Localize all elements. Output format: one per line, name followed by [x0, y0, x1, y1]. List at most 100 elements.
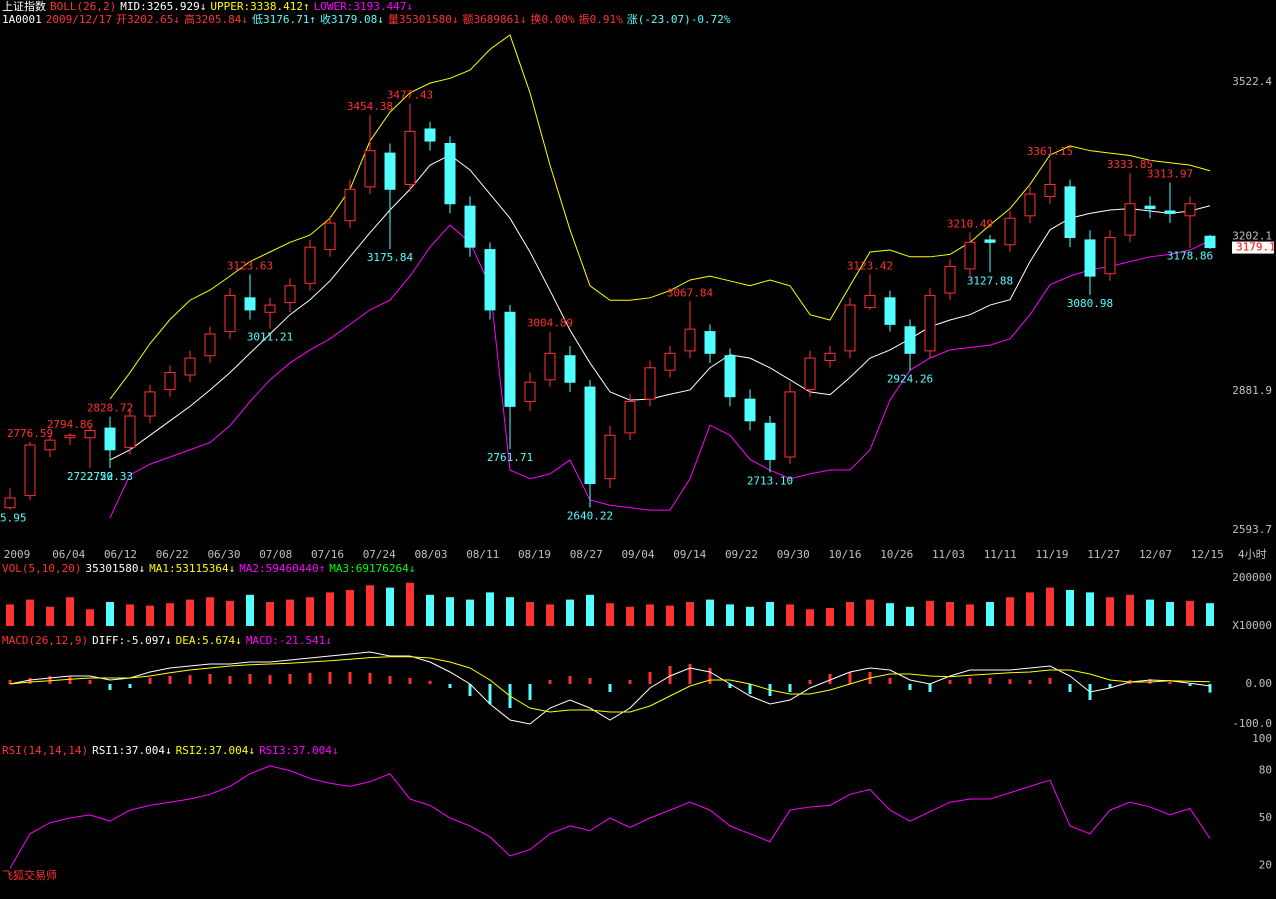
volume-bar: [466, 599, 474, 626]
candle-body: [1064, 186, 1076, 239]
volume-bar: [106, 602, 114, 626]
candle-body: [164, 372, 176, 390]
candle-body: [1204, 235, 1216, 249]
x-tick-label: 09/04: [621, 548, 654, 561]
extreme-label: 3454.38: [347, 100, 393, 113]
candle-body: [564, 355, 576, 383]
candle-body: [384, 152, 396, 190]
volume-bar: [826, 608, 834, 626]
x-tick-label: 09/30: [777, 548, 810, 561]
volume-bar: [166, 603, 174, 626]
extreme-label: 2722.33: [87, 470, 133, 483]
indicator-line: [9, 651, 1211, 725]
volume-bar: [486, 592, 494, 626]
volume-bar: [1026, 592, 1034, 626]
candle-body: [1124, 203, 1136, 236]
candle-body: [124, 415, 136, 448]
extreme-label: 3123.63: [227, 259, 273, 272]
volume-bar: [846, 602, 854, 626]
header-item: 35301580↓: [85, 562, 145, 575]
y-tick-label: 200000: [1232, 571, 1272, 584]
candle-body: [264, 304, 276, 313]
header-item: MA2:59460440↑: [239, 562, 325, 575]
x-tick-label: 10/16: [828, 548, 861, 561]
volume-bar: [506, 597, 514, 626]
indicator-header: RSI(14,14,14) RSI1:37.004↓ RSI2:37.004↓ RSI…: [2, 744, 339, 757]
volume-bar: [206, 597, 214, 626]
volume-bar: [86, 609, 94, 626]
candle-body: [284, 285, 296, 304]
volume-bar: [666, 605, 674, 626]
candle-body: [1004, 217, 1016, 246]
volume-bar: [626, 606, 634, 626]
header-item: 收3179.08↓: [320, 12, 384, 26]
extreme-label: 3011.21: [247, 331, 293, 344]
header-item: 高3205.84↓: [184, 12, 248, 26]
y-tick-label: 50: [1259, 811, 1272, 824]
candle-body: [64, 434, 76, 439]
volume-bar: [226, 600, 234, 626]
volume-bar: [146, 605, 154, 626]
candle-body: [844, 304, 856, 352]
candle-body: [84, 429, 96, 439]
volume-bar: [526, 602, 534, 626]
volume-bar: [66, 597, 74, 626]
volume-bar: [806, 609, 814, 626]
x-tick-label: 06/12: [104, 548, 137, 561]
header-item: 上证指数: [2, 0, 46, 13]
candle-body: [524, 381, 536, 403]
extreme-label: 2924.26: [887, 373, 933, 386]
x-tick-label: 08/11: [466, 548, 499, 561]
extreme-label: 2713.10: [747, 474, 793, 487]
header-item: DIFF:-5.097↓: [92, 634, 171, 647]
volume-bar: [586, 594, 594, 626]
volume-bar: [566, 599, 574, 626]
candle-body: [504, 311, 516, 407]
period-label: 4小时: [1238, 548, 1267, 561]
candle-body: [584, 386, 596, 485]
indicator-header: 1A0001 2009/12/17 开3202.65↓ 高3205.84↓ 低3176.…: [2, 12, 731, 26]
candle-body: [304, 246, 316, 284]
indicator-line: [9, 765, 1211, 869]
y-tick-label: -100.0: [1232, 717, 1272, 730]
header-item: VOL(5,10,20): [2, 562, 81, 575]
volume-bar: [1146, 599, 1154, 626]
x-tick-label: 12/15: [1191, 548, 1224, 561]
candle-body: [724, 355, 736, 398]
candle-body: [1084, 239, 1096, 277]
y-tick-label: 3202.1: [1232, 230, 1272, 243]
volume-bar: [1126, 594, 1134, 626]
volume-bar: [6, 604, 14, 626]
y-tick-label: 0.00: [1246, 677, 1273, 690]
extreme-label: 3333.85: [1107, 158, 1153, 171]
volume-bar: [1066, 590, 1074, 626]
volume-bar: [186, 599, 194, 626]
volume-bar: [26, 599, 34, 626]
candle-body: [24, 444, 36, 497]
extreme-label: 3178.86: [1167, 250, 1213, 263]
volume-bar: [346, 590, 354, 626]
extreme-label: 2722.50: [67, 470, 113, 483]
x-tick-label: 08/19: [518, 548, 551, 561]
candle-body: [404, 130, 416, 185]
header-item: BOLL(26,2): [50, 0, 116, 13]
candle-body: [184, 357, 196, 376]
extreme-label: 3080.98: [1067, 297, 1113, 310]
volume-bar: [46, 606, 54, 626]
volume-bar: [1046, 587, 1054, 626]
volume-bar: [866, 599, 874, 626]
header-item: 2009/12/17: [46, 13, 112, 26]
candle-body: [924, 294, 936, 352]
candle-body: [824, 352, 836, 362]
extreme-label: 3127.88: [967, 274, 1013, 287]
volume-bar: [446, 597, 454, 626]
x-tick-label: 11/11: [984, 548, 1017, 561]
extreme-label: 3361.15: [1027, 145, 1073, 158]
x-tick-label: 2009: [4, 548, 31, 561]
candle-body: [364, 150, 376, 188]
header-item: MACD:-21.541↓: [246, 634, 332, 647]
candle-body: [104, 427, 116, 451]
candle-body: [224, 294, 236, 333]
volume-bar: [766, 602, 774, 626]
